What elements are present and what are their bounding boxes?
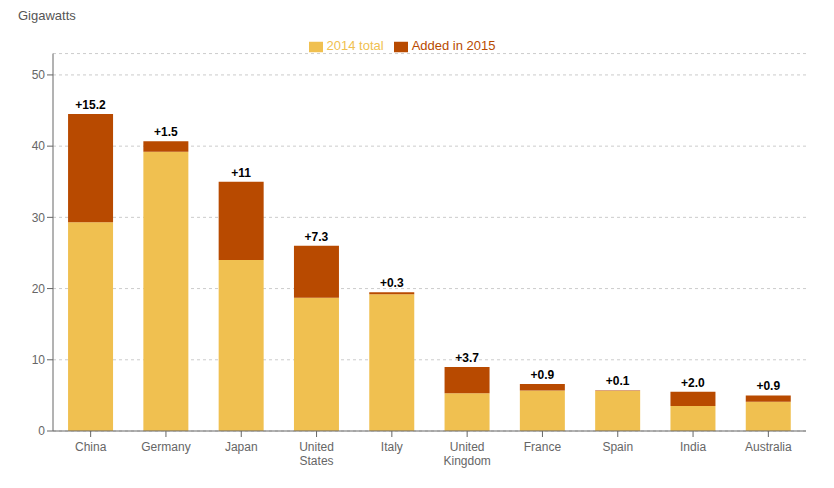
- svg-text:Germany: Germany: [141, 440, 190, 454]
- svg-text:10: 10: [32, 353, 46, 367]
- svg-text:20: 20: [32, 282, 46, 296]
- svg-text:+0.3: +0.3: [380, 276, 404, 290]
- svg-text:+1.5: +1.5: [154, 125, 178, 139]
- svg-text:+15.2: +15.2: [75, 98, 106, 112]
- svg-text:+2.0: +2.0: [681, 376, 705, 390]
- svg-text:Spain: Spain: [602, 440, 633, 454]
- svg-text:UnitedKingdom: UnitedKingdom: [443, 440, 490, 468]
- svg-text:0: 0: [38, 424, 45, 438]
- svg-text:Australia: Australia: [745, 440, 792, 454]
- svg-text:+0.1: +0.1: [606, 374, 630, 388]
- svg-text:+0.9: +0.9: [756, 379, 780, 393]
- svg-text:+7.3: +7.3: [305, 230, 329, 244]
- svg-text:+11: +11: [231, 166, 251, 180]
- svg-text:+0.9: +0.9: [531, 368, 555, 382]
- html-text:Added in 2015: Added in 2015: [411, 38, 496, 53]
- svg-text:China: China: [75, 440, 107, 454]
- svg-text:India: India: [680, 440, 706, 454]
- svg-text:50: 50: [32, 68, 46, 82]
- svg-text:Japan: Japan: [225, 440, 258, 454]
- html-text:2014 total: 2014 total: [326, 38, 384, 53]
- svg-text:40: 40: [32, 139, 46, 153]
- svg-text:+3.7: +3.7: [455, 351, 479, 365]
- svg-text:UnitedStates: UnitedStates: [299, 440, 334, 468]
- svg-text:30: 30: [32, 211, 46, 225]
- svg-text:France: France: [524, 440, 562, 454]
- svg-text:Italy: Italy: [381, 440, 403, 454]
- html-text:Gigawatts: Gigawatts: [18, 8, 76, 23]
